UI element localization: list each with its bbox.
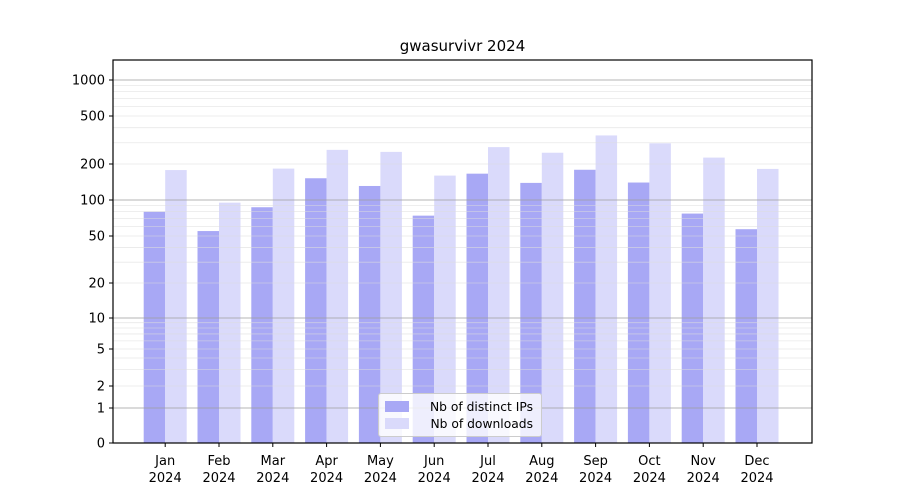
x-tick-label-month: Feb bbox=[207, 454, 230, 469]
x-tick-label-month: Oct bbox=[638, 454, 660, 469]
y-tick-label: 200 bbox=[80, 158, 105, 173]
x-tick-label-month: Aug bbox=[529, 454, 554, 469]
bar-distinct-ips bbox=[197, 231, 219, 443]
bar-downloads bbox=[649, 143, 671, 444]
bar-distinct-ips bbox=[358, 185, 381, 444]
legend-label: Nb of downloads bbox=[430, 416, 533, 431]
x-tick-label-year: 2024 bbox=[525, 471, 558, 486]
y-tick-label: 20 bbox=[88, 277, 105, 292]
legend-label: Nb of distinct IPs bbox=[429, 399, 533, 414]
bar-distinct-ips bbox=[735, 229, 757, 443]
x-tick-label-year: 2024 bbox=[256, 471, 289, 486]
x-tick-label-month: May bbox=[367, 454, 394, 469]
x-tick-label-month: Mar bbox=[261, 454, 286, 469]
y-tick-label: 0 bbox=[97, 437, 105, 452]
x-tick-label-year: 2024 bbox=[310, 471, 343, 486]
plot-border bbox=[112, 59, 813, 444]
bar-downloads bbox=[326, 149, 349, 443]
bar-distinct-ips bbox=[305, 178, 327, 444]
x-tick-label-year: 2024 bbox=[364, 471, 397, 486]
bar-downloads bbox=[272, 168, 295, 443]
x-tick-label-year: 2024 bbox=[579, 471, 612, 486]
bar-distinct-ips bbox=[574, 169, 596, 443]
x-tick-label-year: 2024 bbox=[202, 471, 235, 486]
bar-downloads bbox=[488, 147, 510, 443]
x-tick-label-month: Jun bbox=[423, 454, 444, 469]
y-tick-label: 100 bbox=[80, 194, 105, 209]
y-tick-label: 5 bbox=[97, 343, 105, 358]
x-tick-label-month: Jan bbox=[154, 454, 175, 469]
legend: Nb of distinct IPs Nb of downloads bbox=[378, 393, 542, 437]
x-tick-label-year: 2024 bbox=[687, 471, 720, 486]
bar-downloads bbox=[703, 157, 725, 444]
bar-distinct-ips bbox=[520, 182, 542, 443]
y-tick-label: 1 bbox=[97, 402, 105, 417]
chart-title: gwasurvivr 2024 bbox=[399, 37, 526, 55]
y-tick-label: 1000 bbox=[72, 74, 105, 89]
y-tick-label: 500 bbox=[80, 110, 105, 125]
legend-item: Nb of downloads bbox=[385, 415, 533, 432]
x-tick-label-year: 2024 bbox=[740, 471, 773, 486]
bar-distinct-ips bbox=[466, 173, 488, 443]
legend-swatch-icon bbox=[385, 418, 409, 429]
bar-downloads bbox=[380, 151, 402, 443]
y-tick-label: 2 bbox=[97, 380, 105, 395]
x-tick-label-year: 2024 bbox=[471, 471, 504, 486]
x-tick-label-month: Dec bbox=[744, 454, 769, 469]
x-tick-label-month: Apr bbox=[315, 454, 338, 469]
x-tick-label-month: Nov bbox=[691, 454, 717, 469]
legend-swatch-icon bbox=[385, 401, 409, 412]
x-tick-label-year: 2024 bbox=[418, 471, 451, 486]
bar-distinct-ips bbox=[143, 211, 166, 443]
x-tick-label-year: 2024 bbox=[149, 471, 182, 486]
x-tick-label-year: 2024 bbox=[633, 471, 666, 486]
bar-downloads bbox=[595, 135, 618, 443]
y-tick-label: 50 bbox=[88, 230, 105, 245]
bar-downloads bbox=[434, 175, 456, 443]
bar-downloads bbox=[541, 152, 564, 443]
y-tick-label: 10 bbox=[88, 312, 105, 327]
bar-downloads bbox=[757, 168, 779, 444]
bar-distinct-ips bbox=[627, 182, 650, 443]
legend-item: Nb of distinct IPs bbox=[385, 398, 533, 415]
bar-distinct-ips bbox=[251, 207, 273, 443]
x-tick-label-month: Jul bbox=[479, 454, 496, 469]
bar-downloads bbox=[165, 170, 187, 443]
x-tick-label-month: Sep bbox=[583, 454, 608, 469]
